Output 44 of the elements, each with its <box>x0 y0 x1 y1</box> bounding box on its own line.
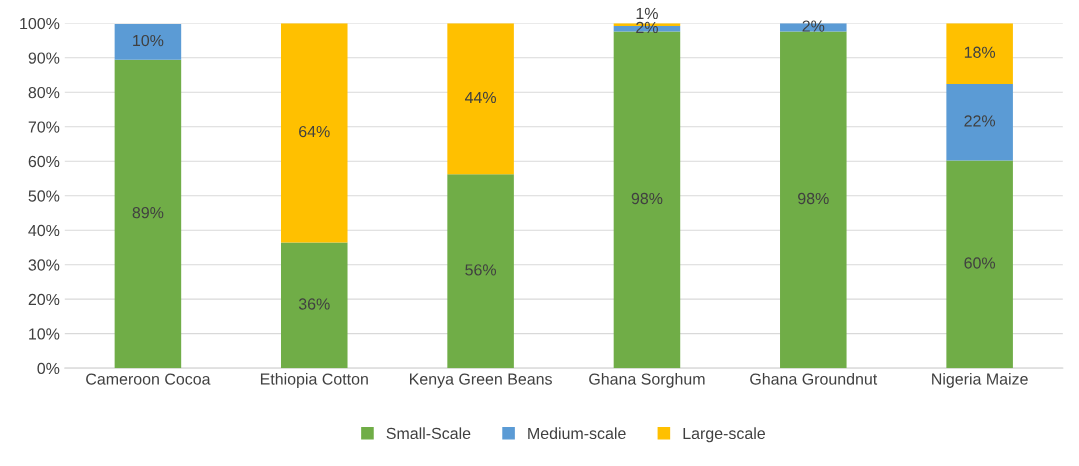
y-tick-label: 60% <box>28 155 60 168</box>
x-tick-label: Ghana Sorghum <box>589 373 705 388</box>
y-tick-label: 90% <box>28 52 60 64</box>
data-label: 44% <box>464 91 497 104</box>
legend-label: Small-Scale <box>386 427 471 440</box>
x-tick-label: Nigeria Maize <box>932 373 1028 388</box>
data-label: 10% <box>133 34 164 47</box>
bar <box>946 23 1013 84</box>
data-label: 36% <box>298 298 330 310</box>
x-tick-label: Kenya Green Beans <box>410 373 552 388</box>
x-tick-label: Ghana Groundnut <box>750 373 878 385</box>
y-tick-label: 30% <box>28 259 60 271</box>
bar <box>946 160 1013 369</box>
bar <box>613 31 681 369</box>
bar <box>114 59 182 369</box>
bar <box>114 23 182 60</box>
data-label: 98% <box>798 192 829 205</box>
y-tick-label: 40% <box>28 224 60 237</box>
x-tick-label: Cameroon Cocoa <box>86 373 211 385</box>
data-label: 89% <box>132 206 164 219</box>
y-tick-label: 70% <box>28 121 60 133</box>
legend-label: Medium-scale <box>528 427 626 440</box>
data-label: 64% <box>299 125 330 138</box>
data-label: 1% <box>636 7 658 20</box>
data-label: 98% <box>631 192 663 205</box>
bar <box>280 23 348 243</box>
bar <box>447 174 514 369</box>
data-label: 60% <box>964 257 996 269</box>
data-label: 18% <box>964 46 996 58</box>
y-tick-label: 0% <box>37 362 60 375</box>
data-label: 56% <box>465 264 497 276</box>
y-tick-label: 50% <box>28 190 60 202</box>
bar <box>280 242 348 369</box>
x-tick-label: Ethiopia Cotton <box>260 373 368 388</box>
y-tick-label: 100% <box>20 17 60 30</box>
bar <box>946 83 1013 161</box>
bar <box>780 31 847 369</box>
legend-label: Large-scale <box>683 427 765 443</box>
y-tick-label: 80% <box>28 86 60 99</box>
y-tick-label: 10% <box>29 328 60 340</box>
y-tick-label: 20% <box>28 293 60 306</box>
data-label: 2% <box>802 20 825 32</box>
bar <box>447 23 514 175</box>
data-label: 22% <box>964 115 996 127</box>
